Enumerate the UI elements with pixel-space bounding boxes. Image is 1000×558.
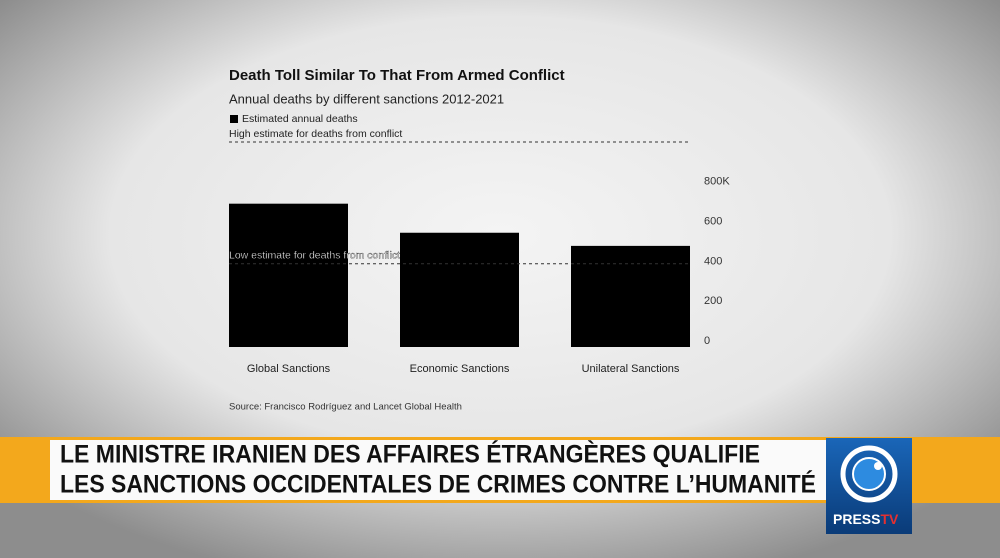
banner-line: LE MINISTRE IRANIEN DES AFFAIRES ÉTRANGÈ… — [60, 440, 760, 469]
x-tick-label: Economic Sanctions — [410, 363, 510, 375]
y-tick-label: 0 — [704, 335, 710, 347]
logo-part: TV — [880, 511, 899, 527]
legend-label: Estimated annual deaths — [242, 113, 358, 125]
chart-subtitle: Annual deaths by different sanctions 201… — [229, 91, 504, 106]
bar — [229, 203, 348, 347]
y-tick-label: 600 — [704, 215, 722, 227]
source: Source: Francisco Rodríguez and Lancet G… — [229, 402, 462, 413]
x-tick-label: Global Sanctions — [247, 363, 331, 375]
x-tick-label: Unilateral Sanctions — [582, 363, 680, 375]
logo-text: PRESSTV — [833, 511, 899, 527]
y-tick-label: 800K — [704, 176, 730, 188]
bar — [400, 232, 519, 347]
reference-label: Low estimate for deaths from conflict — [229, 250, 400, 262]
logo-ring — [840, 445, 898, 503]
chart-title: Death Toll Similar To That From Armed Co… — [229, 67, 565, 84]
reference-label: High estimate for deaths from conflict — [229, 128, 402, 140]
y-tick-label: 200 — [704, 295, 722, 307]
plot: 0 200 400 600 800K Global Sanctions Economic S… — [229, 128, 731, 375]
banner-box — [50, 440, 826, 500]
banner-line: LES SANCTIONS OCCIDENTALES DE CRIMES CON… — [60, 470, 816, 499]
logo-dot — [874, 462, 882, 470]
logo-part: PRESS — [833, 511, 880, 527]
bar — [571, 245, 690, 347]
y-tick-label: 400 — [704, 255, 722, 267]
legend-swatch — [230, 115, 238, 123]
